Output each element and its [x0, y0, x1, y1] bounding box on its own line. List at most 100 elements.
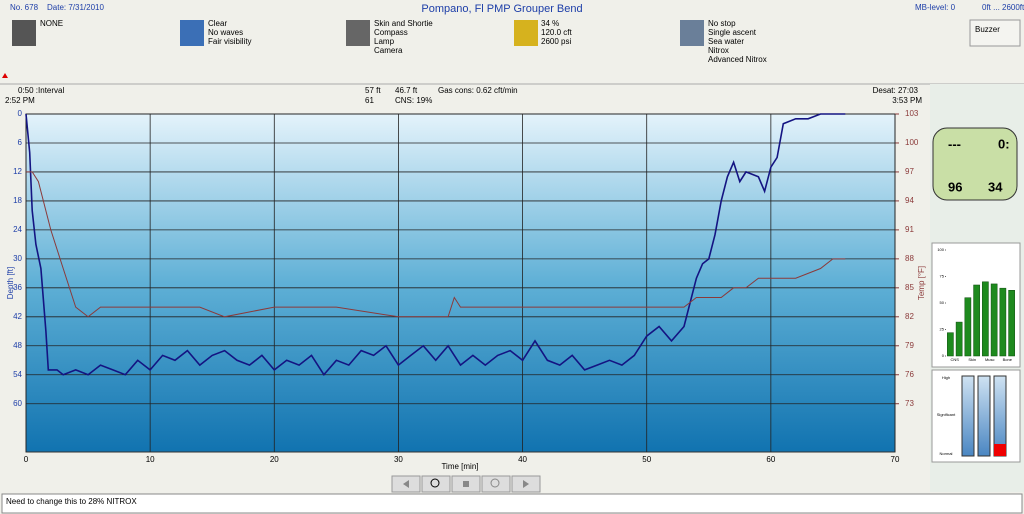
gauge-label: Normal — [940, 451, 953, 456]
weather-icon — [180, 20, 204, 46]
y-tick-label: 12 — [13, 167, 22, 176]
series-line — [25, 113, 846, 377]
equipment-icon — [346, 20, 370, 46]
alarm-box — [969, 19, 1021, 47]
y-tick-label: 100 — [937, 247, 944, 252]
header-item: No stop — [708, 19, 736, 28]
bar — [947, 332, 954, 357]
y-tick-label: 36 — [13, 283, 22, 292]
zoom-in-button[interactable] — [421, 475, 451, 493]
computer-text: --- — [948, 136, 961, 151]
mb-level: MB-level: 0 — [915, 3, 956, 12]
gauge-level — [994, 444, 1006, 456]
header-item: Advanced Nitrox — [708, 55, 767, 64]
x-tick-label: 30 — [394, 455, 403, 464]
icon — [463, 481, 469, 487]
interval: 0:50 :Interval — [18, 86, 64, 95]
bar — [955, 321, 963, 357]
buddy-icon — [12, 20, 36, 46]
x-tick-label: 40 — [518, 455, 527, 464]
y-tick-label: 60 — [13, 399, 22, 408]
y-tick-label: 6 — [18, 138, 23, 147]
x-tick-label: 20 — [270, 455, 279, 464]
y-tick-label: 48 — [13, 341, 22, 350]
x-tick-label: 50 — [642, 455, 651, 464]
dive-date: Date: 7/31/2010 — [47, 3, 104, 12]
gas-icon — [514, 20, 538, 46]
x-tick-label: CNS — [951, 357, 960, 362]
x-tick-label: Bone — [1003, 357, 1013, 362]
computer-text: 34 — [988, 179, 1003, 194]
header-item: Fair visibility — [208, 37, 252, 46]
header-item: No waves — [208, 28, 243, 37]
bar — [999, 287, 1007, 357]
collapse-arrow[interactable] — [2, 73, 8, 78]
gauge-tube — [977, 375, 991, 457]
dive-title: Pompano, Fl PMP Grouper Bend — [421, 3, 582, 15]
computer-text: 96 — [948, 179, 962, 194]
header-item: Nitrox — [708, 46, 729, 55]
dive-type-icon — [680, 20, 704, 46]
start-time: 2:52 PM — [5, 96, 35, 105]
y-tick-label: 0 — [18, 109, 23, 118]
y2-tick-label: 91 — [905, 225, 914, 234]
header-item: Clear — [208, 19, 227, 28]
gauge-tube — [961, 375, 975, 457]
cns: CNS: 19% — [395, 96, 432, 105]
y-tick-label: 18 — [13, 196, 22, 205]
zoom-out-button[interactable] — [481, 475, 511, 493]
y2-axis-label: Temp [°F] — [917, 266, 926, 300]
y-tick-label: 75 — [940, 274, 945, 279]
header-item: Camera — [374, 46, 403, 55]
y2-tick-label: 103 — [905, 109, 919, 118]
bar — [973, 284, 980, 357]
alarm: Buzzer — [975, 25, 1000, 34]
header-item: Single ascent — [708, 28, 757, 37]
header-item: Compass — [374, 28, 408, 37]
x-tick-label: Skin — [968, 357, 976, 362]
bar — [990, 283, 998, 357]
plot-area — [25, 113, 896, 453]
bar — [1008, 290, 1015, 357]
buddy: NONE — [40, 19, 63, 28]
icon — [403, 480, 409, 488]
y2-tick-label: 100 — [905, 138, 919, 147]
icon — [490, 478, 500, 488]
end-time: 3:53 PM — [892, 96, 922, 105]
desaturation: Desat: 27:03 — [873, 86, 919, 95]
y-tick-label: 24 — [13, 225, 22, 234]
notes-box[interactable] — [1, 493, 1023, 514]
y2-tick-label: 79 — [905, 341, 914, 350]
y-tick-label: 42 — [13, 312, 22, 321]
altitude: 0ft ... 2600ft — [982, 3, 1024, 12]
y-axis-label: Depth [ft] — [6, 267, 15, 299]
x-axis-label: Time [min] — [441, 462, 478, 471]
header-item: 34 % — [541, 19, 559, 28]
avg-depth: 46.7 ft — [395, 86, 418, 95]
computer-display — [932, 127, 1018, 201]
y2-tick-label: 85 — [905, 283, 914, 292]
duration: 61 — [365, 96, 374, 105]
y-tick-label: 0 — [942, 353, 945, 358]
y2-tick-label: 76 — [905, 370, 914, 379]
gauge-label: High — [942, 375, 950, 380]
x-tick-label: 70 — [891, 455, 900, 464]
toolbar — [391, 475, 541, 493]
y2-tick-label: 94 — [905, 196, 914, 205]
series-line — [26, 171, 846, 318]
y-tick-label: 50 — [940, 300, 945, 305]
y2-tick-label: 82 — [905, 312, 914, 321]
max-depth: 57 ft — [365, 86, 381, 95]
x-tick-label: Musc — [985, 357, 995, 362]
icon — [523, 480, 529, 488]
bar — [982, 281, 989, 357]
x-tick-label: 60 — [766, 455, 775, 464]
header-item: Lamp — [374, 37, 395, 46]
x-tick-label: 0 — [24, 455, 29, 464]
header-item: 2600 psi — [541, 37, 571, 46]
icon — [430, 478, 440, 488]
y2-tick-label: 73 — [905, 399, 914, 408]
bar — [964, 297, 972, 357]
y-tick-label: 30 — [13, 254, 22, 263]
